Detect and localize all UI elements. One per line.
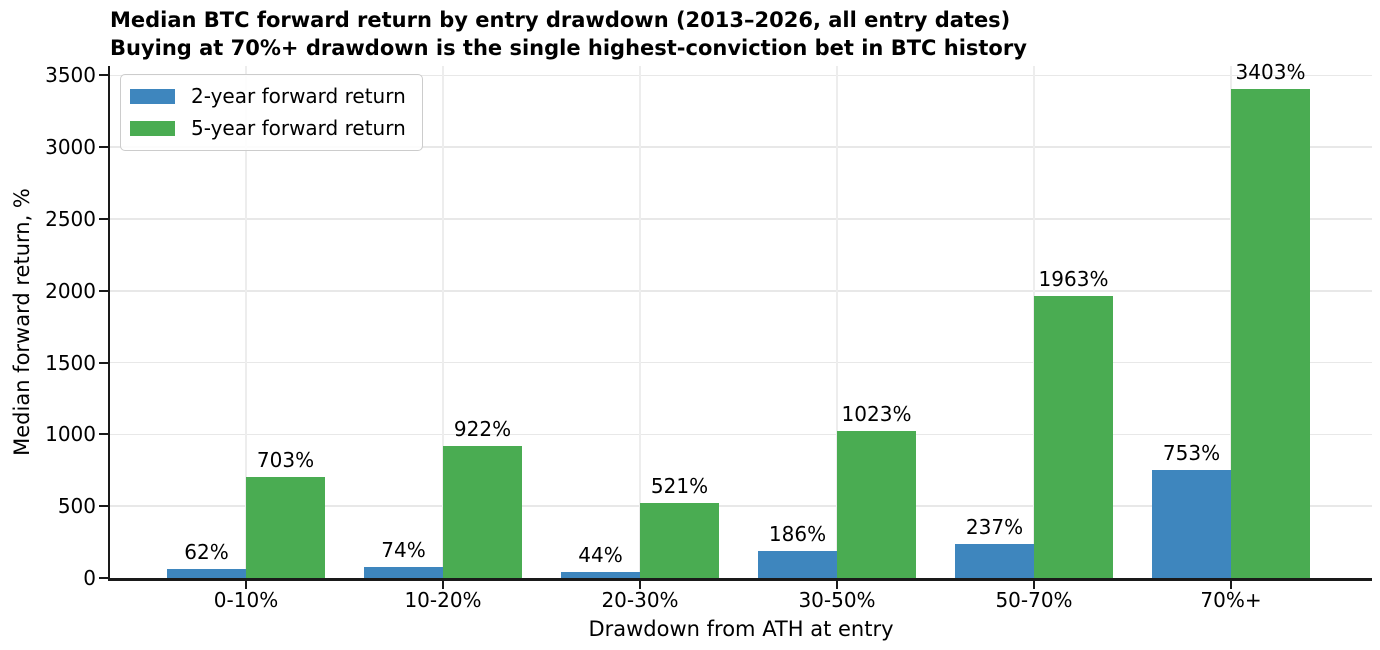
h-gridline xyxy=(110,290,1372,292)
bar-value-label: 3403% xyxy=(1235,60,1306,85)
plot-area: 62% 74% 44% 186% 237% 753% 703% 922% 521% 1023% 19… xyxy=(110,60,1372,578)
h-gridline xyxy=(110,433,1372,436)
chart-title-block: Median BTC forward return by entry drawd… xyxy=(110,6,1027,62)
bar-5yr-20-30% xyxy=(640,503,719,578)
bar-value-label: 1963% xyxy=(1038,267,1109,292)
bar-5yr-30-50% xyxy=(837,431,916,578)
bar-5yr-10-20% xyxy=(443,445,522,578)
h-gridline xyxy=(110,505,1372,507)
bar-value-label: 237% xyxy=(965,514,1024,539)
y-tick-label: 0 xyxy=(83,566,96,590)
x-tick-mark xyxy=(442,581,444,589)
y-tick-label: 2000 xyxy=(45,278,96,303)
x-tick-label: 30-50% xyxy=(798,588,876,612)
v-gridline xyxy=(836,66,838,578)
x-tick-mark xyxy=(245,581,247,589)
chart-title: Median BTC forward return by entry drawd… xyxy=(110,8,1011,32)
bar-value-label: 62% xyxy=(184,540,229,565)
x-tick-label: 50-70% xyxy=(995,588,1073,612)
bar-2yr-70%+ xyxy=(1152,469,1231,578)
bar-2yr-0-10% xyxy=(167,569,246,578)
y-axis-label: Median forward return, % xyxy=(10,188,34,456)
bar-value-label: 521% xyxy=(650,474,709,499)
y-tick-mark xyxy=(99,505,108,508)
y-tick-mark xyxy=(99,433,108,436)
bar-value-label: 703% xyxy=(256,448,315,473)
x-tick-label: 70%+ xyxy=(1200,588,1262,612)
y-axis-spine xyxy=(108,66,110,581)
bar-2yr-10-20% xyxy=(364,567,443,578)
bar-5yr-0-10% xyxy=(246,477,325,578)
y-tick-label: 3500 xyxy=(45,63,96,88)
y-tick-label: 3000 xyxy=(45,135,96,160)
x-tick-mark xyxy=(836,581,838,589)
legend-label-5yr: 5-year forward return xyxy=(191,116,406,140)
y-tick-label: 500 xyxy=(57,494,96,519)
bar-2yr-30-50% xyxy=(758,551,837,578)
x-tick-mark xyxy=(1230,581,1232,589)
legend: 2-year forward return 5-year forward ret… xyxy=(120,74,423,151)
y-tick-mark xyxy=(99,217,108,220)
h-gridline xyxy=(110,146,1372,148)
bar-value-label: 74% xyxy=(381,538,426,563)
v-gridline xyxy=(442,66,444,578)
x-axis-label: Drawdown from ATH at entry xyxy=(588,617,894,641)
y-tick-mark xyxy=(99,74,108,77)
legend-swatch-5yr-icon xyxy=(130,121,175,136)
x-tick-label: 10-20% xyxy=(404,588,482,612)
y-tick-mark xyxy=(99,361,108,364)
x-tick-label: 20-30% xyxy=(601,588,679,612)
bar-value-label: 44% xyxy=(578,542,623,567)
legend-entry-5yr: 5-year forward return xyxy=(130,116,406,141)
legend-swatch-2yr-icon xyxy=(130,89,175,104)
legend-label-2yr: 2-year forward return xyxy=(191,84,406,108)
bar-5yr-50-70% xyxy=(1034,296,1113,578)
x-tick-label: 0-10% xyxy=(213,588,279,612)
y-tick-label: 2500 xyxy=(45,206,96,231)
bar-value-label: 186% xyxy=(768,522,827,547)
y-tick-mark xyxy=(99,289,108,292)
h-gridline xyxy=(110,361,1372,364)
x-axis-spine xyxy=(108,578,1372,581)
v-gridline xyxy=(245,66,247,578)
bar-value-label: 1023% xyxy=(841,402,912,427)
bar-value-label: 753% xyxy=(1162,440,1221,465)
chart-subtitle: Buying at 70%+ drawdown is the single hi… xyxy=(110,36,1027,60)
x-tick-mark xyxy=(639,581,641,589)
h-gridline xyxy=(110,74,1372,77)
bar-2yr-20-30% xyxy=(561,571,640,578)
y-tick-mark xyxy=(99,146,108,149)
bar-2yr-50-70% xyxy=(955,543,1034,578)
bar-value-label: 922% xyxy=(453,416,512,441)
v-gridline xyxy=(639,66,641,578)
bar-5yr-70%+ xyxy=(1231,89,1310,578)
y-tick-label: 1000 xyxy=(45,422,96,447)
x-tick-mark xyxy=(1033,581,1035,589)
h-gridline xyxy=(110,218,1372,220)
y-tick-mark xyxy=(99,577,108,579)
legend-entry-2yr: 2-year forward return xyxy=(130,84,406,109)
y-tick-label: 1500 xyxy=(45,350,96,375)
